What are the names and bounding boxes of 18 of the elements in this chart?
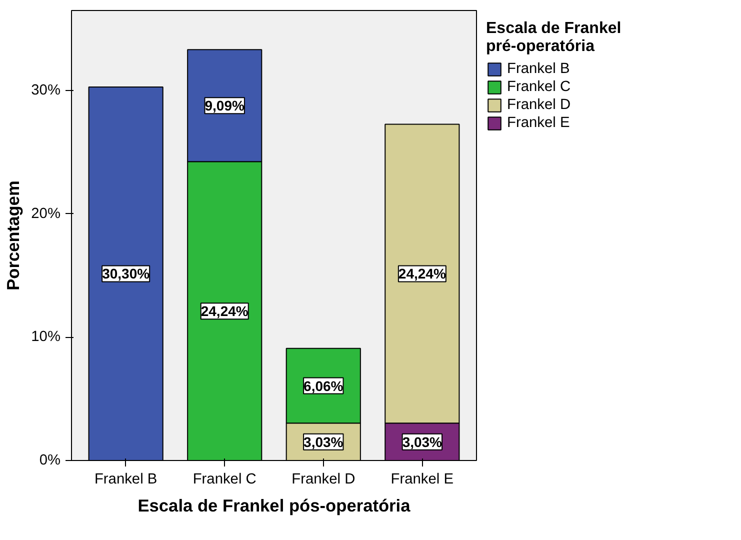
- x-axis-title: Escala de Frankel pós-operatória: [138, 496, 411, 516]
- legend-label: Frankel C: [507, 79, 571, 95]
- legend-label: Frankel B: [507, 61, 570, 77]
- data-label: 3,03%: [304, 434, 344, 450]
- data-label: 9,09%: [204, 98, 246, 114]
- x-tick-label: Frankel C: [192, 472, 257, 488]
- y-tick-label: 30%: [31, 82, 61, 99]
- x-tick-label: Frankel E: [390, 472, 454, 488]
- y-tick-label: 0%: [39, 452, 61, 468]
- data-label: 6,06%: [304, 378, 344, 394]
- y-tick-label: 20%: [31, 206, 61, 222]
- legend-label: Frankel D: [507, 97, 571, 113]
- y-tick-label: 10%: [31, 329, 61, 346]
- x-tick-label: Frankel B: [94, 472, 158, 488]
- y-axis-title: Porcentagem: [3, 180, 24, 290]
- legend-title: Escala de Frankel pré-operatória: [486, 20, 622, 56]
- x-tick-label: Frankel D: [292, 472, 356, 488]
- legend-label: Frankel E: [507, 115, 570, 131]
